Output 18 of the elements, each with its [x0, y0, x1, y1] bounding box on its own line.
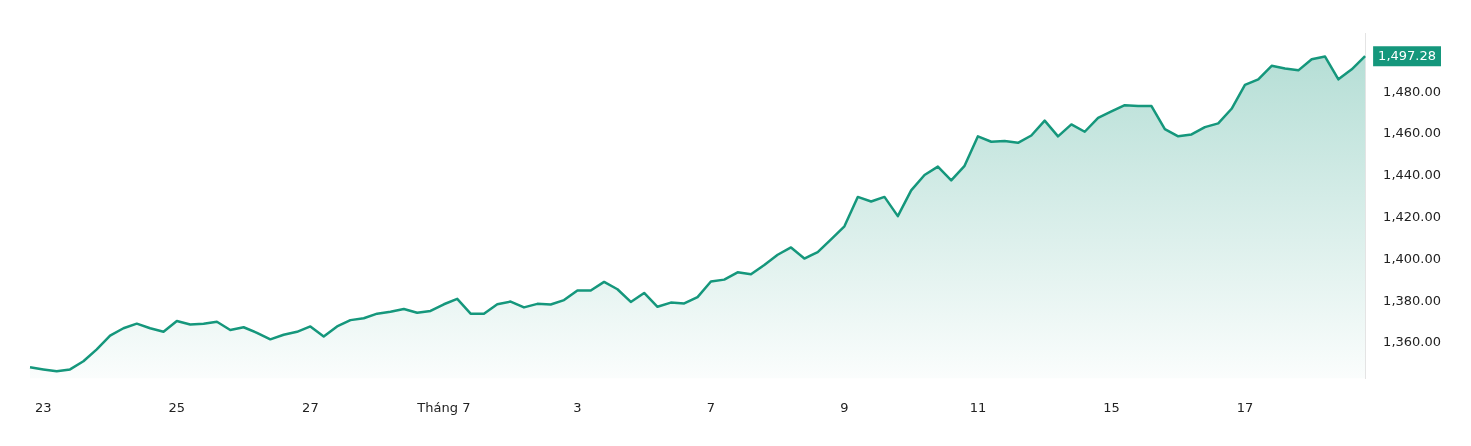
x-tick-label: 3: [573, 399, 582, 415]
y-tick-label: 1,440.00: [1383, 167, 1441, 183]
x-tick-label: 23: [35, 399, 52, 415]
x-tick-label: 9: [840, 399, 849, 415]
x-tick-label: 27: [302, 399, 319, 415]
x-tick-label: Tháng 7: [416, 399, 471, 415]
y-tick-label: 1,380.00: [1383, 292, 1441, 308]
x-tick-label: 15: [1103, 399, 1120, 415]
y-tick-label: 1,480.00: [1383, 83, 1441, 99]
y-tick-label: 1,420.00: [1383, 208, 1441, 224]
y-tick-label: 1,360.00: [1383, 334, 1441, 350]
x-tick-label: 25: [168, 399, 186, 415]
x-tick-label: 11: [969, 399, 987, 415]
y-tick-label: 1,460.00: [1383, 125, 1441, 141]
text: 1,497.28: [1378, 47, 1436, 63]
y-tick-label: 1,400.00: [1383, 250, 1441, 266]
x-tick-label: 7: [706, 399, 716, 415]
x-tick-label: 17: [1236, 399, 1254, 415]
